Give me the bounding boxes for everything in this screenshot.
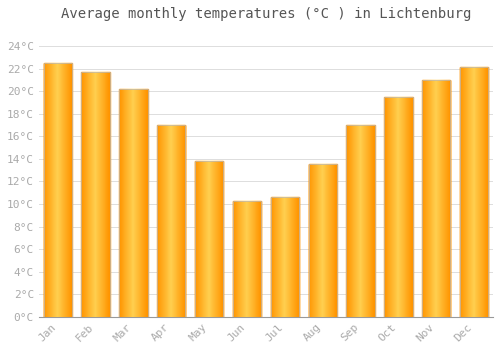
- Bar: [270, 197, 299, 317]
- Bar: [233, 201, 261, 317]
- Bar: [346, 125, 375, 317]
- Bar: [195, 161, 224, 317]
- Bar: [44, 63, 72, 317]
- Bar: [308, 164, 337, 317]
- Bar: [384, 97, 412, 317]
- Bar: [157, 125, 186, 317]
- Bar: [460, 68, 488, 317]
- Title: Average monthly temperatures (°C ) in Lichtenburg: Average monthly temperatures (°C ) in Li…: [60, 7, 471, 21]
- Bar: [119, 89, 148, 317]
- Bar: [82, 72, 110, 317]
- Bar: [422, 80, 450, 317]
